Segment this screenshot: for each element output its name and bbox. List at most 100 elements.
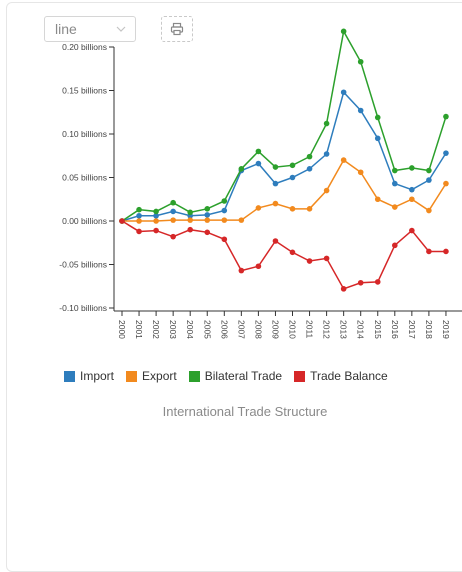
data-point-trade-balance <box>239 268 245 274</box>
data-point-trade-balance <box>358 280 364 286</box>
data-point-export <box>358 169 364 175</box>
data-point-import <box>204 212 210 218</box>
data-point-export <box>153 218 159 224</box>
y-tick-label: 0.05 billions <box>62 173 107 183</box>
data-point-import <box>409 187 415 193</box>
x-tick-label: 2008 <box>253 320 263 339</box>
data-point-import <box>273 181 279 187</box>
data-point-export <box>170 217 176 223</box>
data-point-bilateral-trade <box>153 209 159 215</box>
data-point-export <box>239 217 245 223</box>
data-point-import <box>341 89 347 95</box>
data-point-bilateral-trade <box>187 210 193 216</box>
x-tick-label: 2010 <box>288 320 298 339</box>
data-point-import <box>426 177 432 183</box>
series-line-bilateral-trade <box>122 31 446 221</box>
x-tick-label: 2002 <box>151 320 161 339</box>
data-point-bilateral-trade <box>358 59 364 65</box>
x-tick-label: 2004 <box>185 320 195 339</box>
data-point-trade-balance <box>136 229 142 235</box>
data-point-export <box>273 201 279 207</box>
data-point-import <box>222 208 228 214</box>
legend-item-bilateral-trade[interactable]: Bilateral Trade <box>189 369 282 383</box>
data-point-trade-balance <box>187 227 193 233</box>
data-point-export <box>392 204 398 210</box>
data-point-trade-balance <box>426 249 432 255</box>
data-point-trade-balance <box>256 263 262 269</box>
x-tick-label: 2013 <box>339 320 349 339</box>
legend-swatch-trade-balance <box>294 371 305 382</box>
data-point-bilateral-trade <box>443 114 449 120</box>
y-tick-label: 0.15 billions <box>62 86 107 96</box>
legend-label-export: Export <box>142 369 177 383</box>
x-tick-label: 2017 <box>407 320 417 339</box>
data-point-trade-balance <box>341 286 347 292</box>
data-point-export <box>409 196 415 202</box>
x-tick-label: 2015 <box>373 320 383 339</box>
chart-caption: International Trade Structure <box>0 404 462 419</box>
series-line-trade-balance <box>122 221 446 289</box>
data-point-trade-balance <box>170 234 176 240</box>
data-point-bilateral-trade <box>426 168 432 174</box>
data-point-import <box>375 136 381 142</box>
data-point-bilateral-trade <box>324 121 330 127</box>
data-point-import <box>443 150 449 156</box>
x-tick-label: 2018 <box>424 320 434 339</box>
legend-swatch-import <box>64 371 75 382</box>
data-point-export <box>204 217 210 223</box>
data-point-bilateral-trade <box>290 163 296 169</box>
data-point-bilateral-trade <box>222 198 228 204</box>
data-point-import <box>290 175 296 181</box>
data-point-trade-balance <box>222 236 228 242</box>
data-point-trade-balance <box>409 228 415 234</box>
y-tick-label: -0.05 billions <box>59 260 107 270</box>
data-point-export <box>290 206 296 212</box>
data-point-import <box>256 161 262 167</box>
data-point-import <box>358 108 364 114</box>
x-tick-label: 2014 <box>356 320 366 339</box>
y-tick-label: 0.20 billions <box>62 42 107 52</box>
data-point-trade-balance <box>392 243 398 249</box>
data-point-import <box>392 181 398 187</box>
data-point-bilateral-trade <box>239 166 245 172</box>
data-point-bilateral-trade <box>256 149 262 155</box>
data-point-import <box>170 209 176 215</box>
data-point-trade-balance <box>290 250 296 256</box>
legend-item-import[interactable]: Import <box>64 369 114 383</box>
legend-label-trade-balance: Trade Balance <box>310 369 388 383</box>
data-point-export <box>426 208 432 214</box>
data-point-export <box>443 181 449 187</box>
x-tick-label: 2001 <box>134 320 144 339</box>
legend-item-trade-balance[interactable]: Trade Balance <box>294 369 388 383</box>
line-chart: 0.20 billions 0.15 billions 0.10 billions 0… <box>0 0 462 360</box>
x-tick-label: 2007 <box>236 320 246 339</box>
y-tick-label: 0.10 billions <box>62 129 107 139</box>
x-tick-label: 2012 <box>322 320 332 339</box>
data-point-bilateral-trade <box>409 165 415 171</box>
data-point-trade-balance <box>375 279 381 285</box>
legend-label-import: Import <box>80 369 114 383</box>
data-point-bilateral-trade <box>273 164 279 170</box>
data-point-import <box>324 151 330 157</box>
data-point-export <box>222 217 228 223</box>
data-point-export <box>324 188 330 194</box>
legend-item-export[interactable]: Export <box>126 369 177 383</box>
legend-label-bilateral-trade: Bilateral Trade <box>205 369 282 383</box>
data-point-trade-balance <box>443 249 449 255</box>
legend-swatch-export <box>126 371 137 382</box>
data-point-trade-balance <box>324 256 330 262</box>
data-point-export <box>375 196 381 202</box>
x-tick-label: 2016 <box>390 320 400 339</box>
y-tick-label: 0.00 billions <box>62 216 107 226</box>
legend-swatch-bilateral-trade <box>189 371 200 382</box>
data-point-bilateral-trade <box>204 206 210 212</box>
data-point-trade-balance <box>153 228 159 234</box>
data-point-trade-balance <box>204 230 210 236</box>
data-point-export <box>307 206 313 212</box>
data-point-bilateral-trade <box>392 168 398 174</box>
data-point-export <box>256 205 262 211</box>
data-point-bilateral-trade <box>375 115 381 121</box>
data-point-export <box>187 217 193 223</box>
x-tick-label: 2003 <box>168 320 178 339</box>
x-tick-label: 2005 <box>202 320 212 339</box>
